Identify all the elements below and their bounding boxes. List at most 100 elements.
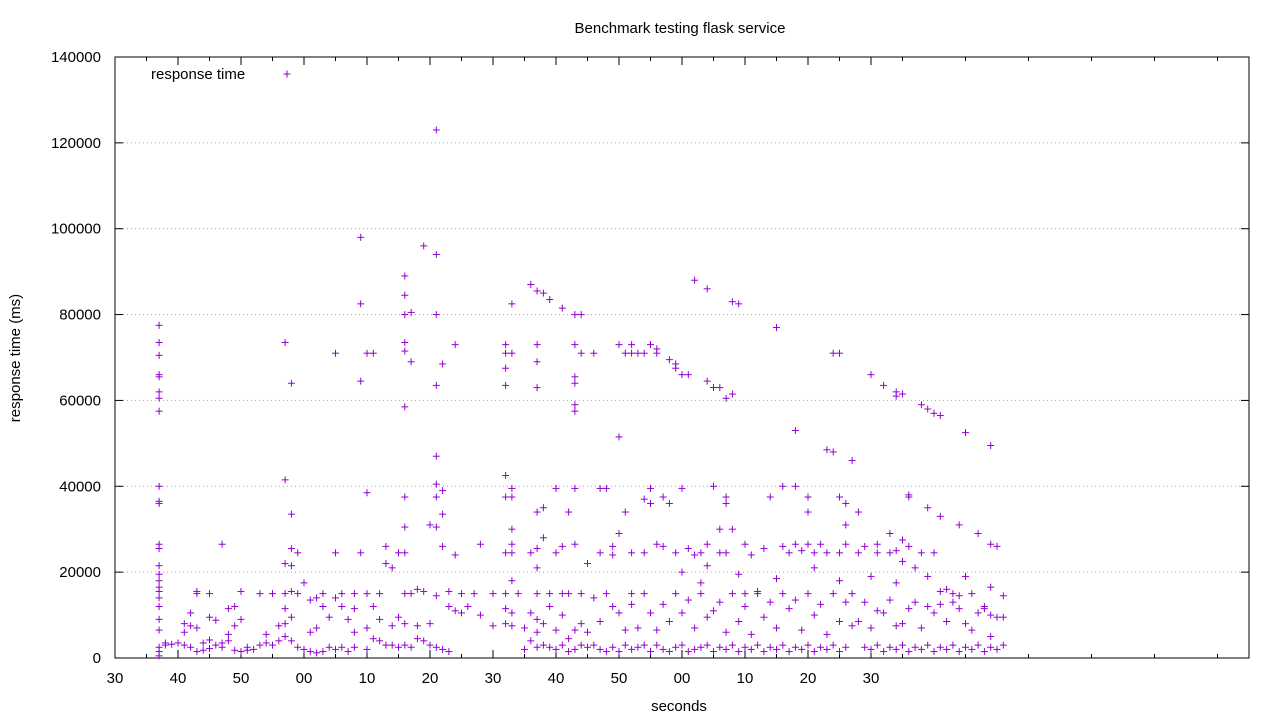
data-point — [155, 394, 163, 402]
x-tick-label: 30 — [107, 670, 124, 687]
data-point — [899, 557, 906, 565]
data-point — [533, 545, 541, 553]
data-point — [420, 637, 428, 645]
data-point — [829, 448, 837, 456]
data-point — [987, 442, 995, 450]
data-point — [388, 564, 396, 572]
data-point — [684, 648, 692, 656]
data-point — [369, 602, 377, 610]
data-point — [439, 542, 447, 550]
chart-title: Benchmark testing flask service — [575, 20, 786, 37]
data-point — [313, 624, 321, 632]
data-point — [344, 615, 352, 623]
x-tick-label: 30 — [863, 670, 880, 687]
data-point — [899, 536, 906, 544]
data-point — [571, 484, 579, 492]
data-point — [993, 613, 1001, 621]
data-point — [684, 371, 692, 379]
data-point — [716, 549, 724, 557]
grid-lines — [115, 142, 1249, 573]
data-point — [332, 349, 339, 357]
data-point — [968, 645, 976, 653]
data-point — [508, 493, 516, 501]
data-point — [804, 508, 812, 516]
data-point — [640, 641, 648, 649]
data-point — [558, 542, 566, 550]
x-tick-label: 50 — [611, 670, 628, 687]
data-point — [791, 426, 799, 434]
data-point — [779, 641, 787, 649]
legend-marker-glyph — [283, 70, 291, 78]
data-point — [275, 622, 283, 630]
x-tick-label: 20 — [422, 670, 439, 687]
data-point — [817, 643, 825, 651]
data-point — [911, 643, 919, 651]
data-point — [924, 602, 932, 610]
data-point — [287, 637, 295, 645]
data-point — [672, 590, 680, 598]
data-point — [596, 549, 604, 557]
data-point — [980, 602, 988, 610]
data-point — [785, 605, 793, 613]
data-point — [672, 364, 680, 372]
data-point — [155, 482, 163, 490]
data-point — [798, 626, 806, 634]
data-point — [754, 587, 762, 595]
data-point — [615, 433, 623, 441]
data-point — [231, 622, 239, 630]
data-point — [999, 641, 1007, 649]
data-point — [218, 540, 226, 548]
data-point — [659, 600, 667, 608]
data-point — [155, 540, 163, 548]
data-point — [602, 590, 610, 598]
legend: response time — [151, 66, 291, 83]
data-point — [502, 590, 510, 598]
data-point — [640, 495, 648, 503]
data-point — [552, 645, 560, 653]
data-point — [936, 587, 944, 595]
data-point — [395, 643, 402, 651]
data-point — [810, 549, 818, 557]
data-point — [773, 575, 780, 583]
data-point — [634, 643, 642, 651]
data-point — [533, 564, 541, 572]
data-point — [155, 577, 163, 585]
data-point — [508, 484, 516, 492]
data-point — [350, 605, 358, 613]
data-point — [445, 587, 453, 595]
data-point — [962, 620, 969, 628]
data-point — [256, 590, 264, 598]
data-point — [451, 551, 459, 559]
data-point — [628, 349, 636, 357]
data-point — [590, 349, 598, 357]
y-tick-label: 120000 — [51, 135, 101, 152]
data-point — [363, 489, 371, 497]
legend-label: response time — [151, 66, 245, 83]
data-point — [313, 594, 321, 602]
data-point — [281, 590, 289, 598]
data-point — [300, 579, 308, 587]
data-point — [955, 605, 963, 613]
data-point — [836, 618, 843, 626]
data-point — [949, 641, 957, 649]
data-point — [773, 645, 780, 653]
data-point — [502, 472, 510, 480]
data-point — [817, 540, 825, 548]
data-point — [546, 643, 554, 651]
data-point — [539, 620, 547, 628]
data-point — [703, 377, 711, 385]
x-tick-label: 00 — [674, 670, 691, 687]
data-point — [275, 637, 283, 645]
data-point — [609, 643, 617, 651]
data-point — [798, 645, 806, 653]
data-point — [155, 407, 163, 415]
data-point — [470, 590, 478, 598]
data-point — [854, 549, 862, 557]
data-point — [363, 624, 371, 632]
data-point — [533, 628, 541, 636]
data-point — [899, 641, 906, 649]
data-point — [382, 560, 390, 568]
data-point — [533, 341, 541, 349]
data-point — [829, 641, 837, 649]
data-point — [741, 590, 749, 598]
